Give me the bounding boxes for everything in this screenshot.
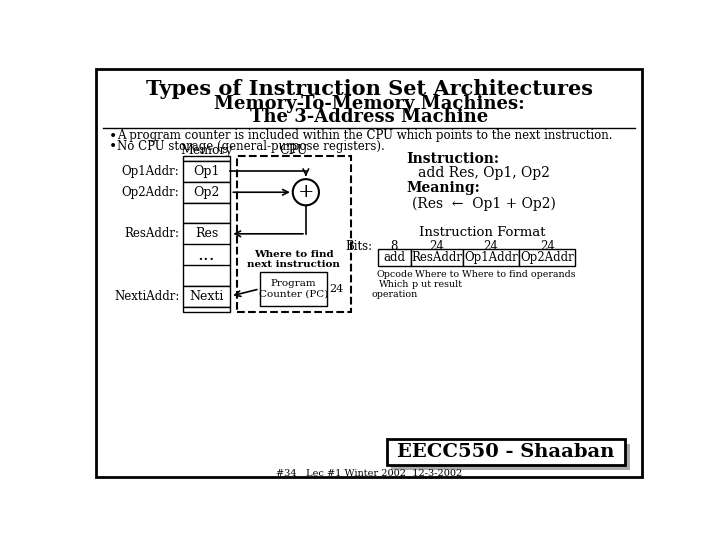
Text: ResAddr:: ResAddr: <box>125 227 179 240</box>
Text: add: add <box>384 251 405 264</box>
Text: 24: 24 <box>484 240 498 253</box>
Bar <box>237 156 351 312</box>
Bar <box>183 156 230 161</box>
Bar <box>260 272 328 306</box>
Text: Program
Counter (PC): Program Counter (PC) <box>259 279 328 299</box>
Text: Nexti: Nexti <box>189 289 224 303</box>
Text: Op2Addr:: Op2Addr: <box>122 186 179 199</box>
Bar <box>392 444 630 470</box>
Text: Op1: Op1 <box>193 165 220 178</box>
Text: Memory: Memory <box>180 144 233 157</box>
Bar <box>410 249 463 266</box>
Bar <box>183 286 230 307</box>
Text: ResAddr: ResAddr <box>411 251 462 264</box>
Text: •: • <box>109 129 117 143</box>
Text: +: + <box>297 183 314 201</box>
Bar <box>183 182 230 202</box>
Text: Memory-To-Memory Machines:: Memory-To-Memory Machines: <box>214 95 524 113</box>
Text: NextiAddr:: NextiAddr: <box>114 289 179 303</box>
Circle shape <box>293 179 319 205</box>
Text: The 3-Address Machine: The 3-Address Machine <box>250 108 488 126</box>
Bar <box>183 161 230 182</box>
Text: Types of Instruction Set Architectures: Types of Instruction Set Architectures <box>145 79 593 99</box>
Text: Meaning:: Meaning: <box>406 181 480 195</box>
Text: A program counter is included within the CPU which points to the next instructio: A program counter is included within the… <box>117 129 613 142</box>
Bar <box>463 249 519 266</box>
Text: Where to find
next instruction: Where to find next instruction <box>247 250 340 269</box>
Bar <box>378 249 410 266</box>
Bar <box>387 439 626 465</box>
Text: add Res, Op1, Op2: add Res, Op1, Op2 <box>418 166 549 180</box>
Text: 8: 8 <box>391 240 398 253</box>
Text: Where to find operands: Where to find operands <box>462 269 576 279</box>
Bar <box>519 249 575 266</box>
Text: Op1Addr:: Op1Addr: <box>122 165 179 178</box>
Text: Op2Addr: Op2Addr <box>521 251 574 264</box>
Text: EECC550 - Shaaban: EECC550 - Shaaban <box>397 443 615 461</box>
Bar <box>183 202 230 224</box>
Bar <box>183 307 230 312</box>
Text: Bits:: Bits: <box>345 240 372 253</box>
Text: CPU: CPU <box>279 144 307 157</box>
Text: No CPU storage (general-purpose registers).: No CPU storage (general-purpose register… <box>117 140 385 153</box>
Text: Res: Res <box>195 227 218 240</box>
Text: (Res  ←  Op1 + Op2): (Res ← Op1 + Op2) <box>412 196 556 211</box>
Text: Instruction:: Instruction: <box>406 152 499 166</box>
Text: 24: 24 <box>330 284 344 294</box>
Text: Where to
p ut result: Where to p ut result <box>412 269 462 289</box>
Text: #34   Lec #1 Winter 2002  12-3-2002: #34 Lec #1 Winter 2002 12-3-2002 <box>276 469 462 478</box>
Text: ...: ... <box>198 246 215 264</box>
Text: Instruction Format: Instruction Format <box>419 226 546 239</box>
Bar <box>183 265 230 286</box>
Text: 24: 24 <box>429 240 444 253</box>
Text: Op2: Op2 <box>194 186 220 199</box>
Text: Op1Addr: Op1Addr <box>464 251 518 264</box>
Text: •: • <box>109 139 117 153</box>
Text: Opcode
Which
operation: Opcode Which operation <box>372 269 418 299</box>
Text: 24: 24 <box>540 240 554 253</box>
Bar <box>183 224 230 244</box>
